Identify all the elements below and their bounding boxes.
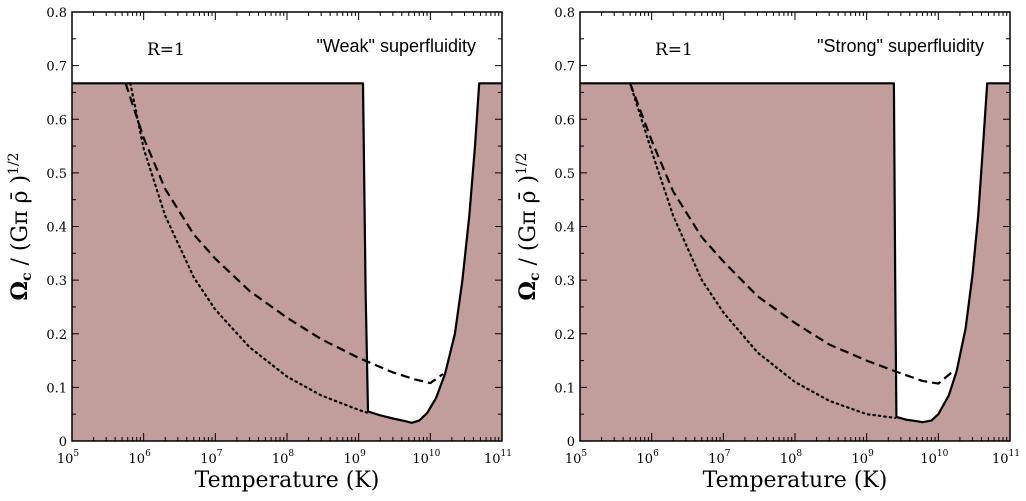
annotation-radius: R=1 — [147, 40, 185, 60]
y-axis-title: Ωc / (Gπ ρ̄ )1/2 — [6, 152, 35, 300]
shaded-region — [580, 83, 1010, 442]
dashed-line — [124, 82, 444, 385]
x-tick-label: 1010 — [412, 449, 440, 467]
x-axis-title: Temperature (K) — [703, 468, 888, 493]
y-tick-label: 0.3 — [554, 274, 575, 289]
y-tick-label: 0.2 — [46, 328, 67, 343]
y-tick-label: 0.2 — [554, 328, 575, 343]
y-tick-label: 0.5 — [554, 167, 575, 182]
y-tick-label: 0.3 — [46, 274, 67, 289]
x-tick-label: 105 — [565, 449, 588, 467]
y-tick-label: 0.8 — [46, 6, 67, 21]
x-tick-label: 107 — [200, 449, 223, 467]
y-tick-label: 0.7 — [46, 60, 67, 75]
dotted-line — [129, 82, 368, 414]
x-tick-label: 106 — [129, 449, 152, 467]
dashed-line — [629, 82, 954, 385]
annotation-radius: R=1 — [655, 40, 693, 60]
y-tick-label: 0 — [567, 435, 575, 450]
shaded-region — [72, 83, 502, 442]
x-tick-label: 108 — [272, 449, 295, 467]
y-tick-label: 0 — [59, 435, 67, 450]
y-tick-label: 0.8 — [554, 6, 575, 21]
x-tick-label: 107 — [708, 449, 731, 467]
chart-panel-left: 0 0.1 0.2 0.3 0.4 0.5 0.6 0.7 0.8 105 106 107 108 109… — [6, 6, 512, 493]
y-tick-label: 0.4 — [46, 221, 67, 236]
chart-panel-right: 0 0.1 0.2 0.3 0.4 0.5 0.6 0.7 0.8 105 106 107 108 109… — [514, 6, 1020, 493]
x-tick-label: 109 — [852, 449, 875, 467]
x-tick-label: 1010 — [920, 449, 948, 467]
x-tick-label: 106 — [637, 449, 660, 467]
x-tick-label: 1011 — [484, 449, 512, 467]
x-tick-label: 105 — [57, 449, 80, 467]
solid-boundary-line — [72, 82, 502, 424]
y-tick-label: 0.6 — [554, 113, 575, 128]
dotted-line — [629, 82, 897, 419]
annotation-title: "Strong" superfluidity — [817, 36, 984, 56]
x-tick-label: 108 — [780, 449, 803, 467]
x-tick-label: 1011 — [992, 449, 1020, 467]
y-tick-label: 0.7 — [554, 60, 575, 75]
y-tick-label: 0.5 — [46, 167, 67, 182]
y-tick-label: 0.1 — [554, 381, 575, 396]
y-axis-title: Ωc / (Gπ ρ̄ )1/2 — [514, 152, 543, 300]
y-tick-label: 0.1 — [46, 381, 67, 396]
x-axis-title: Temperature (K) — [195, 468, 380, 493]
y-tick-label: 0.6 — [46, 113, 67, 128]
y-tick-label: 0.4 — [554, 221, 575, 236]
annotation-title: "Weak" superfluidity — [316, 36, 476, 56]
x-tick-label: 109 — [344, 449, 367, 467]
